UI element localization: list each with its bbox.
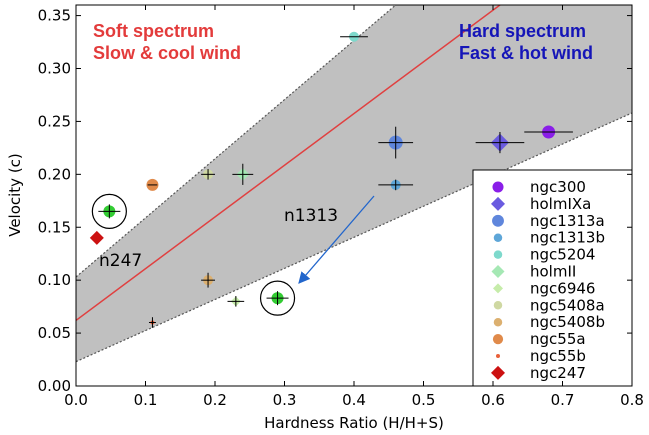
x-tick-label: 0.4 [342,391,366,409]
point-ngc300 [524,125,573,139]
x-tick-label: 0.3 [273,391,297,409]
point-holmixa [475,132,525,154]
legend-label-ngc1313a: ngc1313a [530,212,605,230]
legend-marker-ngc1313b [493,233,503,242]
y-tick-label: 0.15 [38,218,71,236]
legend-item-ngc6946: ngc6946 [493,279,595,297]
y-tick-label: 0.20 [38,165,71,183]
point-ngc1313a [378,126,414,159]
legend-item-ngc300: ngc300 [492,178,586,196]
highlight-ring [259,280,296,316]
legend-label-ngc1313b: ngc1313b [530,229,605,247]
legend-marker-ngc247 [491,365,505,380]
y-tick-label: 0.10 [38,271,71,289]
legend-item-ngc55b: ngc55b [496,347,586,365]
band-lower-edge [76,112,632,363]
point-ngc1313b [378,179,414,191]
highlight-0 [91,193,127,229]
legend-label-holmii: holmII [530,263,576,281]
legend-label-ngc55a: ngc55a [530,330,586,348]
point-holmii [232,163,254,185]
y-tick-label: 0.25 [38,112,71,130]
legend-label-ngc5408b: ngc5408b [530,313,605,331]
point-ngc55a [146,178,159,191]
highlight-1 [259,280,296,316]
x-tick-label: 0.0 [64,391,88,409]
legend-label-ngc300: ngc300 [530,178,586,196]
legend-label-ngc247: ngc247 [530,364,586,382]
legend-marker-ngc55a [492,334,504,345]
y-tick-label: 0.35 [38,7,71,25]
legend-label-ngc6946: ngc6946 [530,279,595,297]
legend-item-holmixa: holmIXa [491,195,591,213]
fit-line [76,5,502,321]
point-ngc55b [148,317,156,328]
annotation-n247: n247 [99,251,142,271]
y-axis-label: Velocity (c) [6,153,24,237]
legend-item-ngc55a: ngc55a [492,330,586,348]
legend-marker-ngc5408b [493,317,503,327]
highlight-ring [91,193,127,229]
legend-marker-ngc1313a [492,214,504,227]
x-tick-label: 0.7 [551,391,575,409]
x-tick-label: 0.6 [481,391,505,409]
legend-item-holmii: holmII [491,263,576,281]
legend-marker-holmixa [491,196,505,211]
point-ngc6946 [227,296,245,307]
legend-marker-ngc5204 [493,250,503,259]
annotation-n1313: n1313 [284,206,338,226]
legend-item-ngc247: ngc247 [491,364,586,382]
legend-label-holmixa: holmIXa [530,195,591,213]
legend-label-ngc5408a: ngc5408a [530,296,605,314]
highlighted-points [91,193,296,316]
legend-item-ngc1313b: ngc1313b [493,229,605,247]
legend-item-ngc5204: ngc5204 [493,246,595,264]
legend-marker-ngc6946 [493,283,503,294]
legend-marker-ngc55b [496,354,500,358]
x-tick-label: 0.8 [620,391,644,409]
legend-marker-ngc5408a [493,301,503,310]
point-ngc247 [89,230,104,245]
legend-label-ngc5204: ngc5204 [530,246,595,264]
data-points [89,31,573,328]
annotation-soft: Soft spectrum Slow & cool wind [93,21,241,63]
legend-marker-ngc300 [492,181,504,193]
legend-item-ngc5408b: ngc5408b [493,313,605,331]
y-tick-label: 0.05 [38,324,71,342]
point-ngc5408b [201,272,215,288]
fit-line-path [76,5,502,321]
band-fill [76,5,632,362]
legend-label-ngc55b: ngc55b [530,347,586,365]
annotation-hard-line1: Hard spectrum [459,21,586,41]
annotation-arrow [298,195,375,284]
x-tick-label: 0.2 [203,391,227,409]
legend-item-ngc1313a: ngc1313a [492,212,605,230]
x-tick-label: 0.1 [134,391,158,409]
legend-marker-holmii [491,265,505,278]
x-axis: 0.0 0.1 0.2 0.3 0.4 0.5 0.6 0.7 0.8 [64,5,644,409]
annotation-hard: Hard spectrum Fast & hot wind [459,21,593,63]
y-tick-label: 0.30 [38,60,71,78]
point-ngc5204 [340,31,368,42]
annotation-hard-line2: Fast & hot wind [459,43,593,63]
x-axis-label: Hardness Ratio (H/H+S) [264,414,444,432]
point-ngc5408a [201,169,215,180]
annotation-soft-line2: Slow & cool wind [93,43,241,63]
annotation-soft-line1: Soft spectrum [93,21,214,41]
y-axis: 0.00 0.05 0.10 0.15 0.20 0.25 0.30 0.35 [38,7,632,395]
legend-item-ngc5408a: ngc5408a [493,296,605,314]
marker-ngc247 [89,230,104,245]
x-tick-label: 0.5 [412,391,436,409]
y-tick-label: 0.00 [38,377,71,395]
legend: ngc300holmIXangc1313angc1313bngc5204holm… [472,169,633,387]
